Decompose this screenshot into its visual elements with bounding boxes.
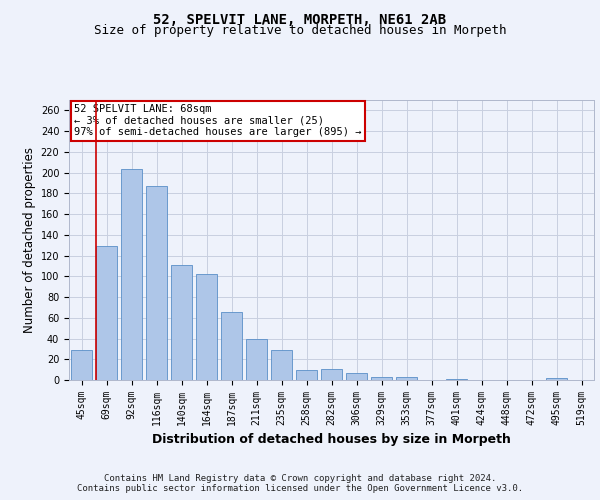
Bar xyxy=(546,378,567,380)
Bar xyxy=(146,186,167,380)
Bar xyxy=(396,377,417,380)
Y-axis label: Number of detached properties: Number of detached properties xyxy=(23,147,37,333)
X-axis label: Distribution of detached houses by size in Morpeth: Distribution of detached houses by size … xyxy=(152,434,511,446)
Bar xyxy=(271,350,292,380)
Bar xyxy=(346,372,367,380)
Text: Contains HM Land Registry data © Crown copyright and database right 2024.: Contains HM Land Registry data © Crown c… xyxy=(104,474,496,483)
Bar xyxy=(296,370,317,380)
Text: Contains public sector information licensed under the Open Government Licence v3: Contains public sector information licen… xyxy=(77,484,523,493)
Bar xyxy=(196,274,217,380)
Bar xyxy=(321,368,342,380)
Bar xyxy=(221,312,242,380)
Bar xyxy=(371,377,392,380)
Bar xyxy=(446,379,467,380)
Bar xyxy=(246,338,267,380)
Text: 52, SPELVIT LANE, MORPETH, NE61 2AB: 52, SPELVIT LANE, MORPETH, NE61 2AB xyxy=(154,12,446,26)
Text: Size of property relative to detached houses in Morpeth: Size of property relative to detached ho… xyxy=(94,24,506,37)
Bar xyxy=(96,246,117,380)
Bar xyxy=(71,350,92,380)
Bar xyxy=(121,170,142,380)
Text: 52 SPELVIT LANE: 68sqm
← 3% of detached houses are smaller (25)
97% of semi-deta: 52 SPELVIT LANE: 68sqm ← 3% of detached … xyxy=(74,104,362,138)
Bar xyxy=(171,265,192,380)
